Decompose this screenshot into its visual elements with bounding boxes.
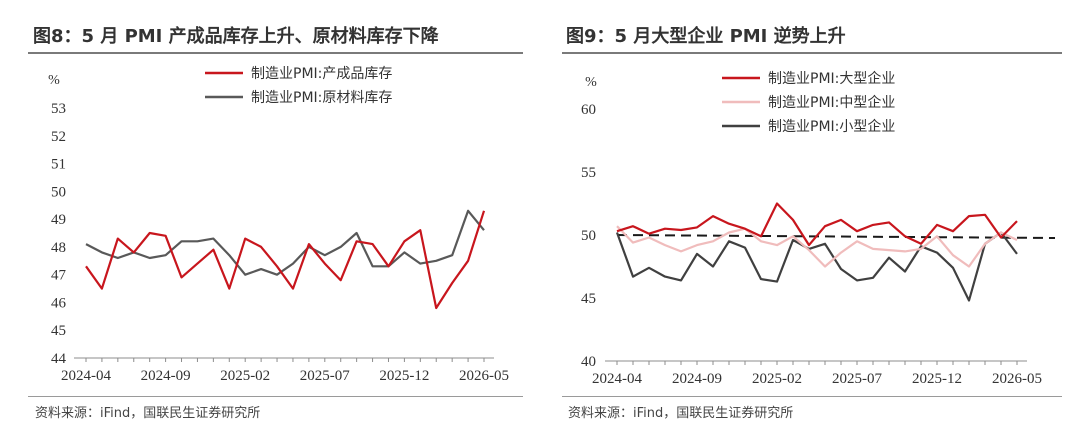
right-ytick-label: 50: [581, 228, 596, 244]
left-bottom-rule: [28, 396, 523, 397]
left-xtick-label: 2024-04: [61, 368, 111, 384]
right-ylabel: %: [585, 75, 597, 90]
right-title-rule: [562, 52, 1062, 54]
right-xtick-label: 2024-04: [592, 371, 642, 387]
left-ytick-label: 48: [51, 240, 66, 256]
right-legend-label-2: 制造业PMI:中型企业: [768, 94, 895, 111]
right-legend-label-1: 制造业PMI:大型企业: [768, 70, 895, 87]
left-xtick-label: 2025-07: [300, 368, 350, 384]
left-ytick-label: 49: [51, 212, 66, 228]
right-chart: % 40 45 50 55 60 2024-04 2024-09 2025-02 2025-07 2…: [581, 70, 1056, 387]
left-ytick-label: 45: [51, 323, 66, 339]
left-series-line-2: [85, 209, 485, 276]
left-chart: % 44 45 46 47 48 49 50 51 52 53 2024-04 2024-09 2025-…: [48, 66, 509, 384]
right-source-note: 资料来源：iFind，国联民生证券研究所: [568, 406, 794, 421]
left-ytick-label: 53: [51, 101, 66, 117]
right-bottom-rule: [562, 396, 1062, 397]
left-xtick-label: 2026-05: [459, 368, 509, 384]
left-source-note: 资料来源：iFind，国联民生证券研究所: [35, 406, 261, 421]
right-ytick-label: 55: [581, 165, 596, 181]
left-xtick-label: 2025-02: [220, 368, 270, 384]
left-ytick-label: 51: [51, 157, 66, 173]
left-ylabel: %: [48, 73, 60, 88]
right-ytick-label: 45: [581, 291, 596, 307]
left-figure-title: 图8：5 月 PMI 产成品库存上升、原材料库存下降: [33, 26, 439, 47]
right-series-line-2: [616, 225, 1018, 268]
left-ytick-label: 47: [51, 268, 67, 284]
right-xtick-label: 2025-12: [912, 371, 962, 387]
left-xtick-label: 2025-12: [379, 368, 429, 384]
left-legend-label-2: 制造业PMI:原材料库存: [251, 90, 392, 106]
left-ytick-label: 46: [51, 295, 67, 311]
left-ytick-label: 50: [51, 184, 66, 200]
right-xtick-label: 2025-02: [752, 371, 802, 387]
left-ytick-label: 44: [51, 351, 67, 367]
left-series-line-1: [85, 210, 486, 310]
left-figure-panel: 图8：5 月 PMI 产成品库存上升、原材料库存下降 % 44 45 46 47 48 49…: [28, 26, 523, 421]
right-legend-label-3: 制造业PMI:小型企业: [768, 118, 895, 135]
left-legend-label-1: 制造业PMI:产成品库存: [251, 66, 392, 82]
right-ytick-label: 40: [581, 354, 596, 370]
right-figure-panel: 图9：5 月大型企业 PMI 逆势上升 % 40 45 50 55 60 2024-04 20…: [540, 0, 1080, 435]
right-xtick-label: 2026-05: [992, 371, 1042, 387]
right-series-line-1: [616, 202, 1018, 247]
right-ytick-label: 60: [581, 102, 596, 118]
right-xtick-label: 2024-09: [672, 371, 722, 387]
right-xtick-label: 2025-07: [832, 371, 882, 387]
left-title-rule: [28, 52, 523, 54]
right-reference-line: [616, 234, 1056, 239]
left-ytick-label: 52: [51, 129, 66, 145]
right-series-line-3: [615, 231, 1018, 302]
left-xtick-label: 2024-09: [141, 368, 191, 384]
right-figure-title: 图9：5 月大型企业 PMI 逆势上升: [566, 26, 846, 47]
